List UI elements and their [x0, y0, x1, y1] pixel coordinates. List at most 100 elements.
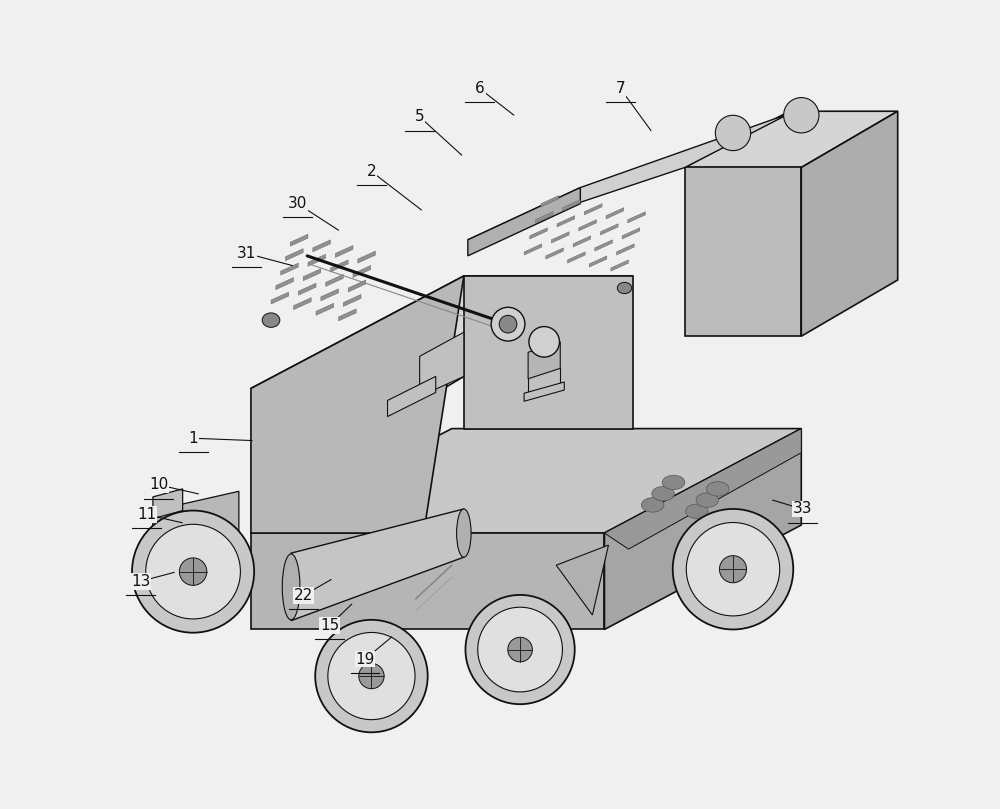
Text: 6: 6 — [475, 81, 485, 96]
Ellipse shape — [478, 608, 562, 692]
Ellipse shape — [132, 510, 254, 633]
Polygon shape — [290, 234, 308, 246]
Ellipse shape — [706, 481, 729, 496]
Polygon shape — [541, 196, 559, 207]
Polygon shape — [551, 231, 569, 243]
Ellipse shape — [686, 523, 780, 616]
Polygon shape — [579, 220, 596, 231]
Polygon shape — [276, 277, 294, 290]
Ellipse shape — [491, 307, 525, 341]
Polygon shape — [335, 245, 353, 257]
Polygon shape — [468, 188, 580, 256]
Polygon shape — [685, 112, 898, 167]
Polygon shape — [604, 429, 801, 549]
Ellipse shape — [193, 512, 205, 522]
Text: 7: 7 — [616, 81, 625, 96]
Polygon shape — [524, 382, 564, 401]
Text: 10: 10 — [149, 477, 168, 493]
Polygon shape — [303, 269, 321, 281]
Circle shape — [715, 115, 751, 150]
Polygon shape — [622, 228, 640, 239]
Polygon shape — [281, 263, 298, 275]
Polygon shape — [343, 294, 361, 307]
Text: 22: 22 — [294, 588, 313, 604]
Polygon shape — [464, 276, 633, 429]
Ellipse shape — [696, 493, 719, 507]
Polygon shape — [358, 251, 375, 263]
Text: 33: 33 — [792, 502, 812, 516]
Polygon shape — [556, 545, 608, 615]
Ellipse shape — [529, 327, 559, 357]
Ellipse shape — [719, 556, 747, 582]
Ellipse shape — [499, 316, 517, 333]
Polygon shape — [153, 510, 183, 565]
Polygon shape — [595, 239, 612, 251]
Polygon shape — [530, 228, 547, 239]
Polygon shape — [589, 256, 607, 267]
Polygon shape — [604, 429, 801, 629]
Ellipse shape — [146, 524, 240, 619]
Polygon shape — [600, 224, 618, 235]
Ellipse shape — [457, 509, 471, 557]
Polygon shape — [606, 208, 624, 219]
Polygon shape — [567, 252, 585, 263]
Polygon shape — [298, 283, 316, 295]
Polygon shape — [535, 212, 553, 223]
Polygon shape — [251, 429, 801, 533]
Polygon shape — [801, 112, 898, 337]
Polygon shape — [321, 289, 339, 301]
Ellipse shape — [662, 475, 685, 489]
Ellipse shape — [359, 663, 384, 688]
Text: 13: 13 — [131, 574, 151, 589]
Ellipse shape — [673, 509, 793, 629]
Ellipse shape — [465, 595, 575, 704]
Polygon shape — [468, 113, 789, 239]
Polygon shape — [524, 244, 542, 255]
Ellipse shape — [179, 558, 207, 586]
Polygon shape — [271, 292, 289, 304]
Polygon shape — [546, 248, 563, 259]
Polygon shape — [557, 216, 575, 227]
Polygon shape — [251, 276, 464, 533]
Polygon shape — [313, 239, 330, 252]
Ellipse shape — [282, 554, 300, 620]
Ellipse shape — [617, 282, 632, 294]
Polygon shape — [420, 332, 464, 396]
Ellipse shape — [686, 504, 708, 519]
Polygon shape — [616, 244, 634, 255]
Polygon shape — [685, 167, 801, 337]
Circle shape — [784, 98, 819, 133]
Polygon shape — [316, 303, 334, 316]
Ellipse shape — [262, 313, 280, 328]
Text: 15: 15 — [320, 618, 339, 633]
Ellipse shape — [641, 498, 664, 512]
Polygon shape — [573, 235, 591, 247]
Polygon shape — [339, 309, 356, 321]
Polygon shape — [628, 212, 645, 223]
Polygon shape — [611, 260, 629, 271]
Polygon shape — [285, 248, 303, 260]
Ellipse shape — [652, 486, 674, 501]
Text: 5: 5 — [415, 109, 424, 125]
Polygon shape — [251, 533, 604, 629]
Polygon shape — [308, 254, 326, 266]
Polygon shape — [353, 265, 371, 277]
Polygon shape — [291, 509, 464, 621]
Text: 19: 19 — [355, 652, 375, 667]
Text: 30: 30 — [288, 196, 307, 211]
Text: 11: 11 — [137, 507, 156, 522]
Ellipse shape — [315, 620, 428, 732]
Text: 1: 1 — [188, 430, 198, 446]
Polygon shape — [330, 260, 348, 272]
Polygon shape — [388, 376, 436, 417]
Polygon shape — [584, 204, 602, 215]
Polygon shape — [153, 489, 183, 561]
Polygon shape — [326, 274, 343, 286]
Polygon shape — [528, 342, 560, 379]
Polygon shape — [179, 491, 239, 545]
Text: 31: 31 — [237, 246, 257, 261]
Text: 2: 2 — [367, 164, 376, 179]
Polygon shape — [251, 276, 633, 388]
Ellipse shape — [328, 633, 415, 720]
Polygon shape — [563, 200, 580, 211]
